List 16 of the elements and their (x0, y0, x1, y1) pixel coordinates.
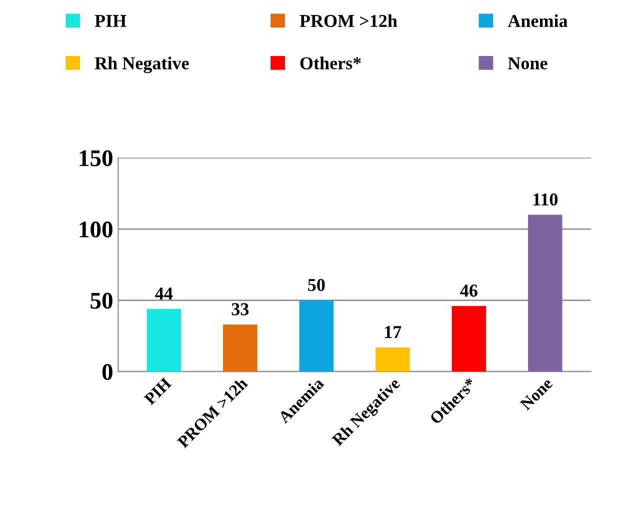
data-label: 17 (385, 326, 402, 338)
data-label: 46 (460, 284, 478, 297)
legend-label: PIH (94, 15, 126, 27)
y-tick-label: 0 (102, 364, 112, 380)
y-tick-label: 100 (80, 222, 112, 238)
data-label: 44 (155, 288, 173, 300)
legend-label: Others* (300, 56, 361, 70)
legend-label: Rh Negative (94, 56, 189, 74)
legend-label: PROM >12h (300, 14, 398, 28)
legend-label: Anemia (508, 14, 568, 28)
data-label: 110 (534, 193, 558, 206)
y-tick-label: 150 (80, 150, 112, 166)
y-tick-label: 50 (90, 292, 112, 309)
data-label: 50 (308, 278, 325, 292)
data-label: 33 (232, 303, 249, 316)
legend-label: None (508, 57, 548, 70)
